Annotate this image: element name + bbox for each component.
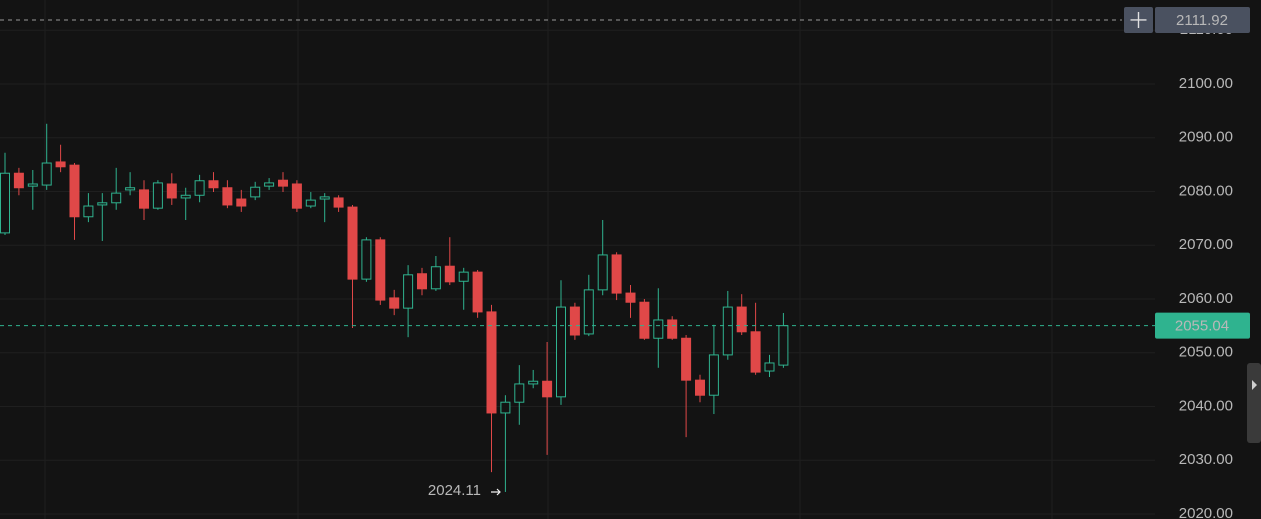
- last-price-label: 2055.04: [1175, 318, 1229, 335]
- candle-body: [319, 196, 330, 200]
- candle-body: [486, 311, 497, 414]
- candle-body: [417, 273, 427, 290]
- candle-body: [27, 183, 38, 187]
- candle-body: [667, 319, 678, 339]
- candle-body: [625, 292, 636, 303]
- crosshair-tag: [1155, 6, 1250, 33]
- candle-body: [97, 202, 108, 206]
- candle-body: [250, 186, 261, 198]
- candle-body: [208, 180, 219, 189]
- plus-icon: [1130, 11, 1147, 28]
- candle-body: [542, 380, 553, 398]
- candle-body: [556, 306, 566, 398]
- candle-body: [430, 266, 441, 290]
- candle-body: [639, 301, 650, 339]
- candle-body: [55, 161, 66, 168]
- candle-body: [500, 401, 511, 414]
- candle-body: [653, 319, 664, 339]
- vertical-grid: [44, 0, 1053, 519]
- annotation-arrow: [491, 488, 501, 496]
- candle-body: [111, 192, 122, 204]
- candle-body: [778, 325, 789, 366]
- candle-body: [611, 254, 622, 294]
- candle-body: [528, 380, 539, 385]
- candle-body: [222, 187, 233, 206]
- scroll-handle[interactable]: [1247, 363, 1261, 443]
- candle-body: [361, 239, 372, 280]
- crosshair-label: 2111.92: [1176, 12, 1228, 29]
- candle-body: [597, 254, 608, 291]
- candle-body: [403, 274, 414, 309]
- candle-body: [278, 179, 288, 187]
- y-tick-label: 2030.00: [1179, 451, 1233, 468]
- candle-body: [569, 306, 580, 336]
- candle-body: [333, 197, 344, 208]
- candle-body: [389, 297, 400, 309]
- candle-body: [139, 189, 149, 209]
- candle-body: [0, 172, 10, 234]
- y-tick-label: 2020.00: [1179, 505, 1233, 519]
- y-tick-label: 2090.00: [1179, 129, 1233, 146]
- y-tick-label: 2070.00: [1179, 236, 1233, 253]
- y-tick-label: 2040.00: [1179, 397, 1233, 414]
- last-price-tag: [1155, 312, 1250, 339]
- candle-body: [583, 289, 594, 335]
- candle-body: [305, 199, 316, 207]
- candle-body: [236, 198, 247, 207]
- candle-body: [166, 183, 177, 199]
- candle-body: [69, 164, 80, 218]
- candle-body: [681, 337, 692, 381]
- candle-body: [514, 383, 525, 403]
- y-tick-label: 2080.00: [1179, 182, 1233, 199]
- y-tick-label: 2060.00: [1179, 290, 1233, 307]
- candle-body: [41, 162, 52, 186]
- y-tick-label: 2050.00: [1179, 344, 1233, 361]
- candle-body: [152, 182, 163, 209]
- candle-body: [444, 265, 455, 283]
- candle-body: [83, 205, 94, 218]
- date-annotation: 2024.11: [428, 482, 481, 499]
- candle-body: [13, 172, 24, 189]
- candle-body: [736, 306, 747, 333]
- candle-body: [194, 180, 205, 196]
- candle-body: [708, 354, 719, 396]
- candle-body: [472, 271, 483, 313]
- candle-body: [347, 206, 358, 280]
- candle-body: [764, 362, 775, 372]
- candle-body: [750, 331, 761, 373]
- candle-body: [180, 194, 191, 199]
- candle-body: [264, 182, 275, 187]
- candle-body: [458, 271, 469, 282]
- candle-body: [375, 239, 386, 301]
- candle-body: [722, 306, 733, 356]
- y-tick-label: 2100.00: [1179, 75, 1233, 92]
- candle-body: [695, 379, 705, 396]
- candle-body: [291, 183, 302, 209]
- handle-arrow: [1252, 380, 1257, 390]
- candle-body: [125, 187, 136, 191]
